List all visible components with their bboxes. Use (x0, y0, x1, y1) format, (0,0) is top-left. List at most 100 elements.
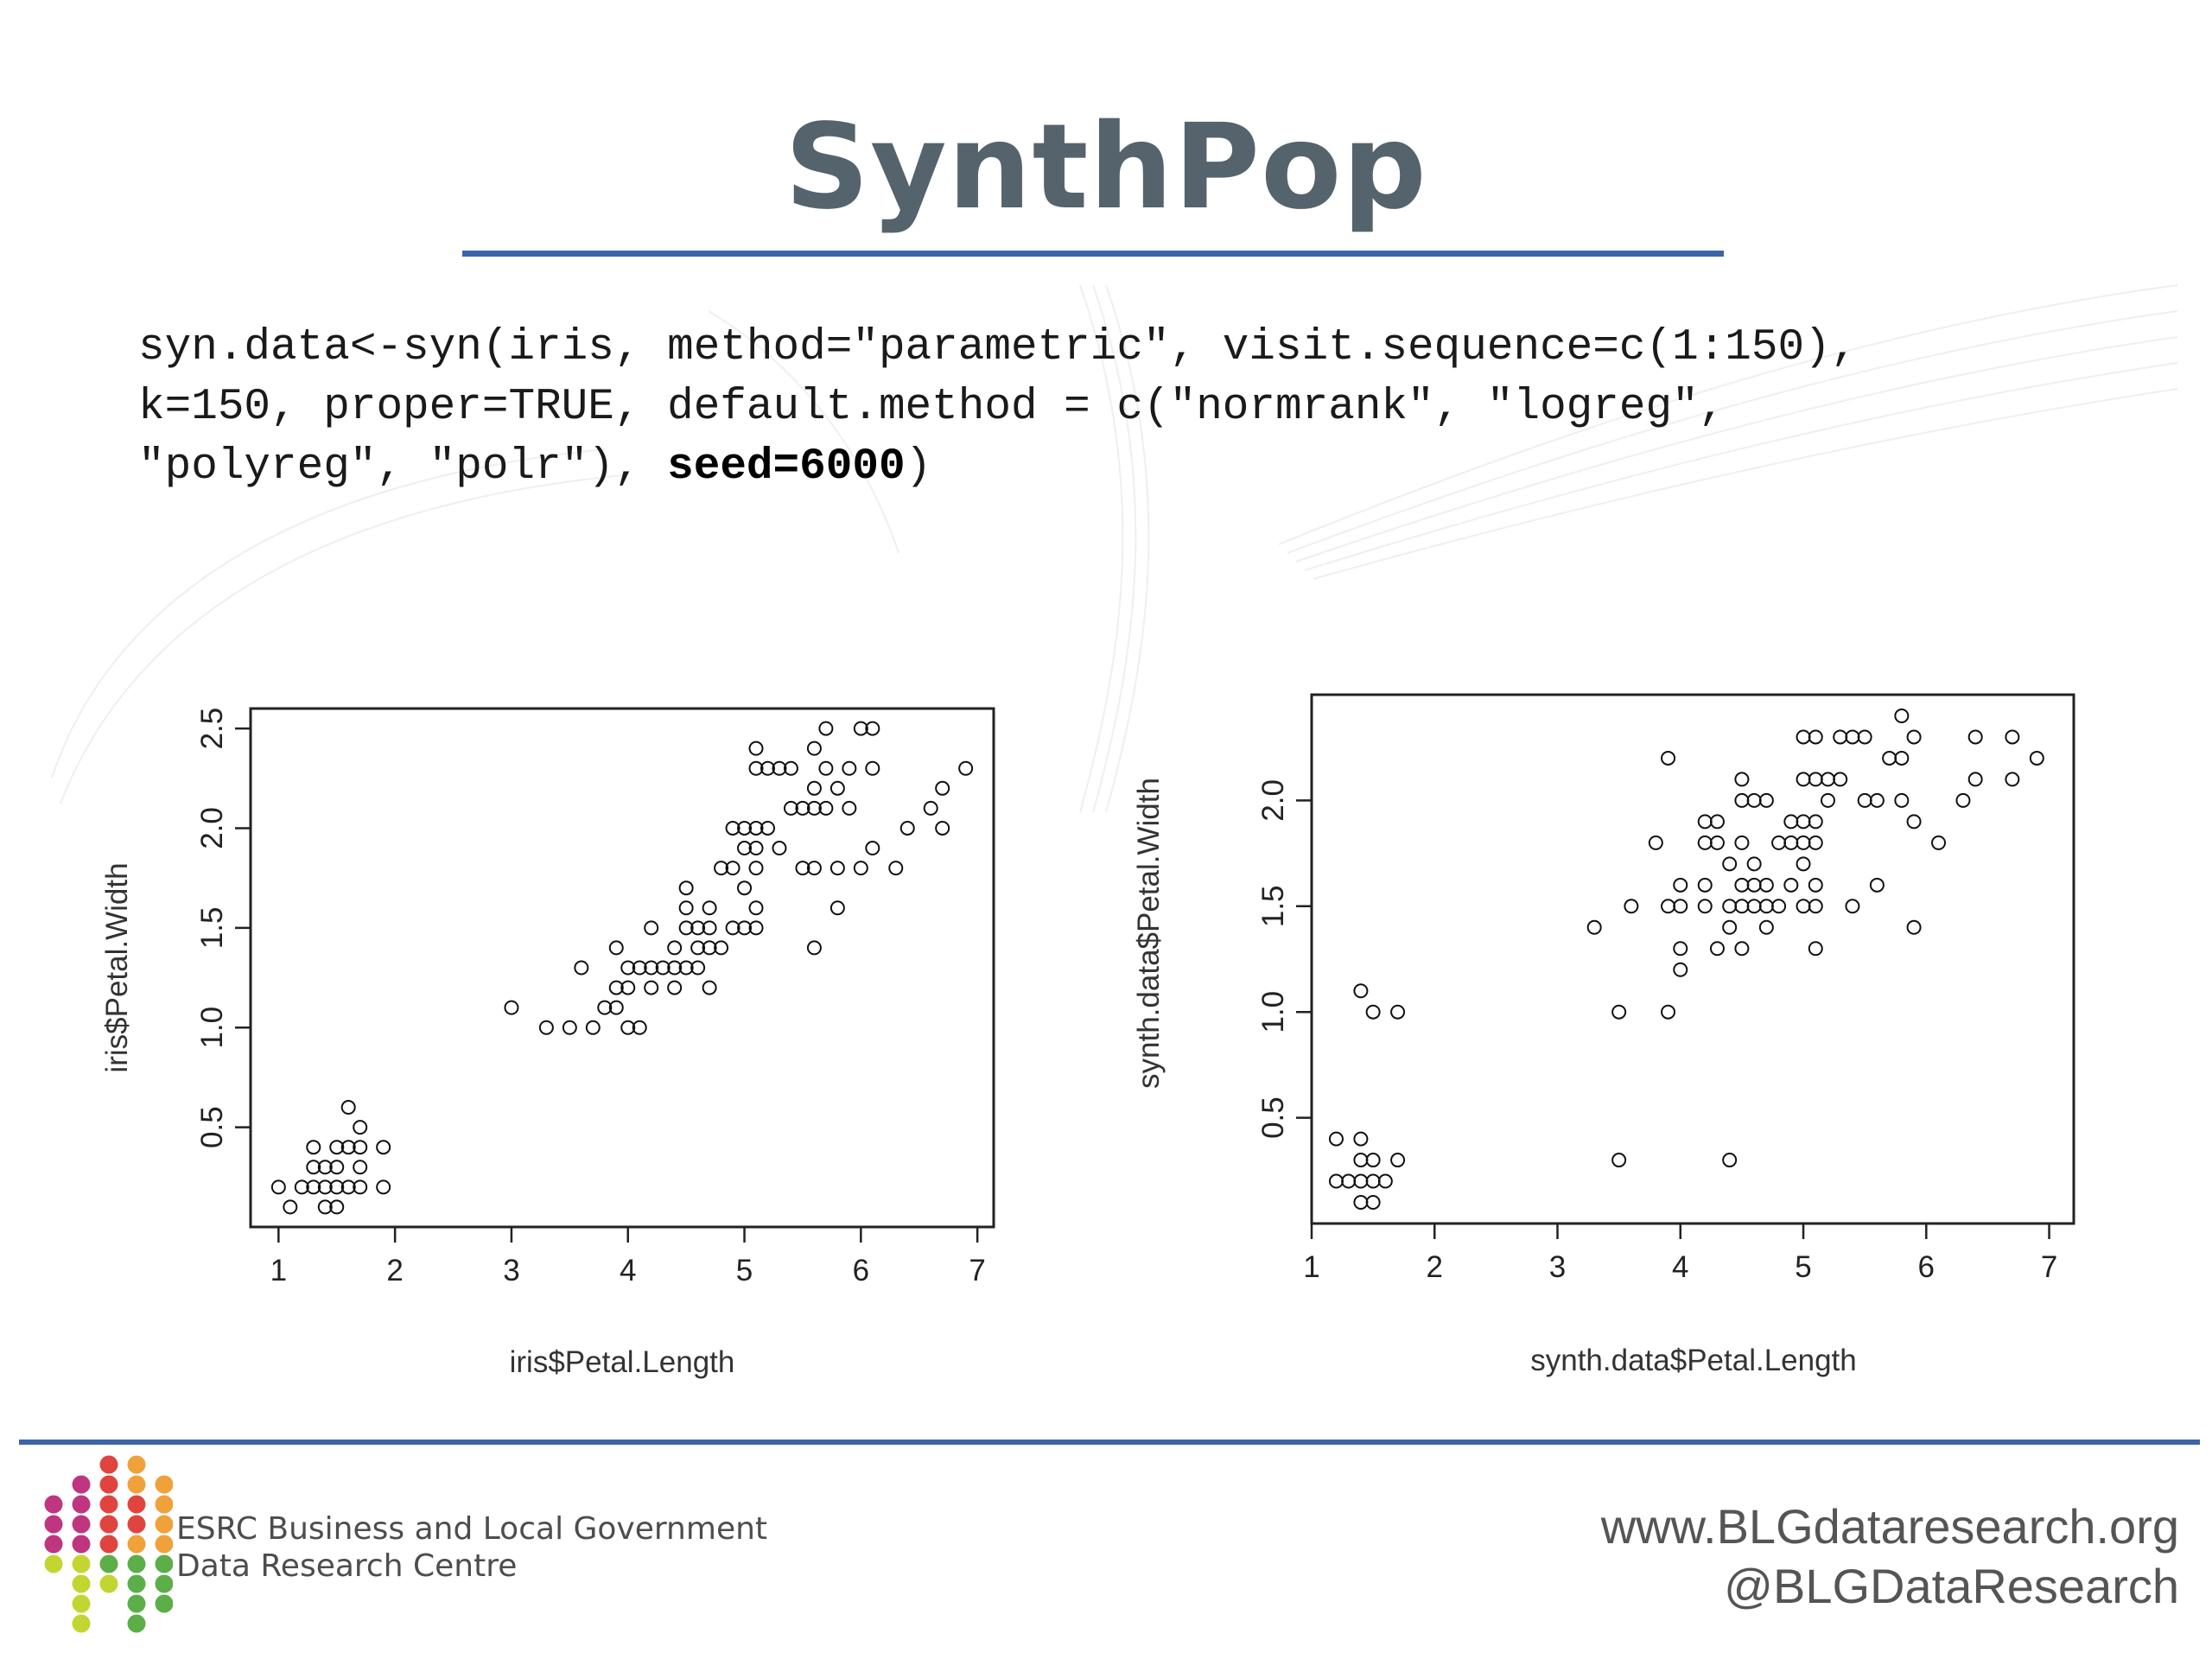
scatter-point (865, 841, 880, 856)
scatter-point (1734, 899, 1750, 914)
scatter-point (923, 800, 938, 816)
scatter-point (1586, 919, 1602, 935)
scatter-point (1906, 729, 1922, 745)
scatter-point (1869, 792, 1885, 808)
y-tick-label: 2.5 (195, 708, 229, 750)
logo-dot (99, 1475, 118, 1494)
x-axis: 1 2 3 4 5 6 7 (270, 1225, 986, 1287)
scatter-point (1611, 1153, 1627, 1168)
y-axis-label: synth.data$Petal.Width (1132, 778, 1166, 1089)
logo-dot (127, 1554, 146, 1573)
scatter-point (270, 1179, 286, 1195)
logo-dot (155, 1574, 173, 1593)
scatter-point (306, 1179, 321, 1195)
x-tick-label: 7 (2041, 1250, 2057, 1284)
logo-dot (44, 1515, 63, 1534)
scatter-point (830, 900, 845, 916)
x-tick-label: 2 (386, 1254, 403, 1287)
scatter-point (702, 980, 717, 995)
logo-dot (155, 1554, 173, 1573)
scatter-point (1845, 729, 1860, 745)
scatter-point (1353, 1131, 1369, 1147)
x-tick-label: 6 (853, 1254, 869, 1287)
scatter-point (760, 820, 775, 836)
scatter-point (1783, 814, 1799, 830)
scatter-point (667, 960, 683, 976)
scatter-point (317, 1179, 333, 1195)
scatter-point (1796, 899, 1811, 914)
scatter-point (888, 861, 904, 876)
scatter-point (1808, 729, 1823, 745)
scatter-point (702, 940, 717, 956)
scatter-point (1365, 1173, 1381, 1189)
scatter-point (748, 741, 764, 756)
scatter-point (353, 1140, 368, 1155)
scatter-point (830, 861, 845, 876)
scatter-point (1783, 835, 1799, 850)
y-axis-label: iris$Petal.Width (100, 862, 134, 1072)
scatter-point (1783, 877, 1799, 893)
scatter-point (1808, 814, 1823, 830)
scatter-point (1624, 899, 1639, 914)
scatter-point (632, 960, 647, 976)
scatter-point (1796, 814, 1811, 830)
scatter-point (1808, 941, 1823, 957)
scatter-point (818, 800, 834, 816)
scatter-point (748, 760, 764, 776)
scatter-point (737, 841, 753, 856)
scatter-point (608, 1000, 624, 1015)
scatter-point (806, 940, 822, 956)
scatter-point (1734, 835, 1750, 850)
scatter-point (608, 940, 624, 956)
scatter-point (1365, 1004, 1381, 1020)
code-seed-bold: seed=6000 (667, 442, 906, 492)
scatter-point (1967, 729, 1983, 745)
y-tick-label: 2.0 (195, 807, 229, 849)
scatter-point (1746, 877, 1762, 893)
website-link[interactable]: www.BLGdataresearch.org (1600, 1499, 2179, 1554)
scatter-point (353, 1160, 368, 1175)
scatter-point (1734, 772, 1750, 787)
scatter-point (1833, 772, 1848, 787)
scatter-point (1734, 877, 1750, 893)
scatter-point (842, 760, 857, 776)
scatter-point (1673, 941, 1688, 957)
scatter-point (748, 841, 764, 856)
scatter-point (1796, 835, 1811, 850)
scatter-point (1869, 877, 1885, 893)
scatter-point (806, 861, 822, 876)
scatter-point (772, 841, 787, 856)
scatter-point (702, 900, 717, 916)
scatter-point (725, 920, 741, 936)
y-axis: 0.5 1.0 1.5 2.0 2.5 (195, 708, 252, 1148)
scatter-point (1796, 856, 1811, 872)
logo-dot (72, 1614, 91, 1633)
code-line-3-start: "polyreg", "polr"), (138, 442, 668, 492)
organisation-name: ESRC Business and Local Government Data … (176, 1510, 767, 1585)
scatter-point (842, 800, 857, 816)
scatter-point (899, 820, 915, 836)
x-tick-label: 5 (736, 1254, 753, 1287)
scatter-point (818, 760, 834, 776)
scatter-point (1673, 877, 1688, 893)
scatter-point (795, 800, 810, 816)
footer-rule (19, 1440, 2200, 1445)
scatter-point (772, 760, 787, 776)
title-underline (462, 251, 1724, 257)
scatter-point (2005, 772, 2020, 787)
twitter-handle[interactable]: @BLGDataResearch (1724, 1559, 2179, 1613)
scatter-point (1833, 729, 1848, 745)
scatter-point (1808, 835, 1823, 850)
scatter-point (818, 721, 834, 736)
logo-dot (72, 1495, 91, 1514)
scatter-point (538, 1020, 554, 1035)
scatter-point (1328, 1131, 1344, 1147)
scatter-point (1808, 877, 1823, 893)
scatter-point (353, 1179, 368, 1195)
scatter-point (1734, 941, 1750, 957)
scatter-point (340, 1179, 356, 1195)
scatter-point (690, 960, 706, 976)
scatter-point (620, 960, 636, 976)
logo-dot (155, 1594, 173, 1613)
